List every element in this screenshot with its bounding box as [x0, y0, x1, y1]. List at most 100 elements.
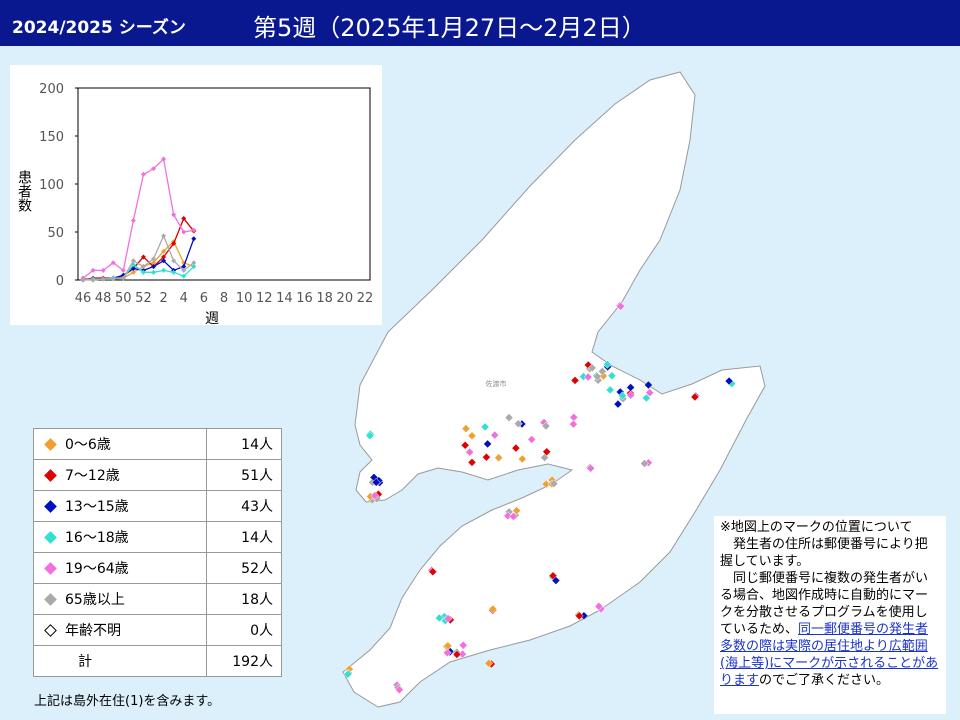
legend-count: 43人	[206, 490, 282, 522]
case-marker	[482, 452, 491, 462]
header: 2024/2025 シーズン 第5週（2025年1月27日～2月2日）	[0, 0, 960, 46]
point	[140, 264, 146, 270]
legend-row: 19～64歳 52人	[33, 552, 282, 584]
x-tick-label: 16	[296, 291, 313, 306]
x-tick-label: 46	[75, 291, 92, 306]
x-tick-label: 18	[316, 291, 333, 306]
x-tick-label: 14	[276, 291, 293, 306]
point	[140, 171, 146, 177]
case-marker	[503, 511, 513, 521]
island	[342, 71, 766, 708]
point	[80, 277, 86, 283]
y-tick-label: 50	[47, 226, 64, 241]
case-marker	[467, 457, 477, 467]
point	[151, 269, 157, 275]
case-marker	[512, 506, 522, 515]
case-marker	[434, 613, 444, 623]
legend-label: 13～15歳	[65, 499, 129, 515]
case-marker	[371, 477, 381, 487]
case-marker	[480, 422, 490, 432]
city-label: 佐渡市	[486, 379, 507, 388]
x-tick-label: 12	[256, 291, 273, 306]
point	[161, 267, 167, 273]
point	[171, 241, 177, 247]
point	[120, 272, 126, 278]
case-marker	[443, 648, 452, 658]
y-tick-label: 100	[39, 178, 64, 193]
point	[130, 269, 136, 275]
x-axis-label: 週	[205, 311, 219, 325]
case-marker	[460, 440, 470, 450]
x-tick-label: 8	[220, 291, 228, 306]
legend-marker	[44, 593, 57, 606]
case-marker	[514, 419, 523, 429]
total-row: 計 192人	[33, 645, 282, 677]
case-marker	[541, 421, 551, 431]
point	[120, 275, 126, 281]
point	[171, 269, 177, 275]
legend-row: 16～18歳 14人	[33, 521, 282, 553]
case-marker	[570, 376, 580, 385]
point	[181, 273, 187, 279]
case-marker	[592, 372, 602, 381]
case-marker	[370, 491, 380, 500]
case-marker	[574, 611, 584, 621]
point	[151, 260, 157, 266]
note-link[interactable]: 同一郵便番号の発生者多数の際は実際の居住地より広範囲(海上等)にマークが示される…	[720, 622, 939, 688]
point	[181, 267, 187, 273]
y-tick-label: 150	[39, 130, 64, 145]
legend-row: 65歳以上 18人	[33, 583, 282, 615]
case-marker	[443, 641, 453, 651]
legend-label-cell: 19～64歳	[33, 552, 207, 584]
note-text: のでご了承ください。	[759, 673, 890, 688]
legend-label-cell: 65歳以上	[33, 583, 207, 615]
point	[151, 166, 157, 172]
legend-marker	[44, 438, 57, 451]
case-marker	[607, 371, 617, 381]
point	[130, 217, 136, 223]
case-marker	[490, 430, 500, 440]
case-marker	[690, 392, 700, 402]
legend-label-cell: 13～15歳	[33, 490, 207, 522]
note: ※地図上のマークの位置について 発生者の住所は郵便番号により把握しています。 同…	[714, 516, 946, 714]
total-label: 計	[33, 645, 207, 677]
case-marker	[458, 640, 468, 650]
case-marker	[488, 604, 498, 614]
point	[120, 267, 126, 273]
case-marker	[484, 658, 494, 668]
case-marker	[644, 380, 653, 390]
legend-count: 0人	[206, 614, 282, 646]
case-marker	[549, 479, 559, 488]
case-marker	[452, 650, 462, 659]
legend-count: 51人	[206, 459, 282, 491]
point	[90, 277, 96, 283]
legend-label: 19～64歳	[65, 561, 129, 577]
point	[151, 256, 157, 262]
case-marker	[645, 388, 655, 398]
series-line	[82, 157, 194, 279]
legend-row: 13～15歳 43人	[33, 490, 282, 522]
point	[100, 276, 106, 282]
point	[110, 260, 116, 266]
case-marker	[365, 431, 375, 441]
point	[130, 258, 136, 264]
legend-count: 18人	[206, 583, 282, 615]
plot-area	[77, 87, 371, 281]
case-marker	[641, 393, 651, 403]
case-marker	[465, 447, 475, 457]
x-tick-label: 20	[337, 291, 354, 306]
point	[130, 265, 136, 271]
legend-marker	[44, 531, 57, 544]
case-marker	[602, 360, 612, 369]
legend-marker	[44, 469, 57, 482]
case-marker	[508, 512, 518, 521]
case-marker	[443, 614, 453, 623]
case-marker	[461, 424, 471, 434]
case-marker	[605, 385, 615, 395]
note-title: ※地図上のマークの位置について	[720, 520, 913, 535]
legend-label: 年齢不明	[65, 623, 121, 639]
total-count: 192人	[206, 645, 282, 677]
point	[110, 276, 116, 282]
case-marker	[542, 447, 552, 457]
